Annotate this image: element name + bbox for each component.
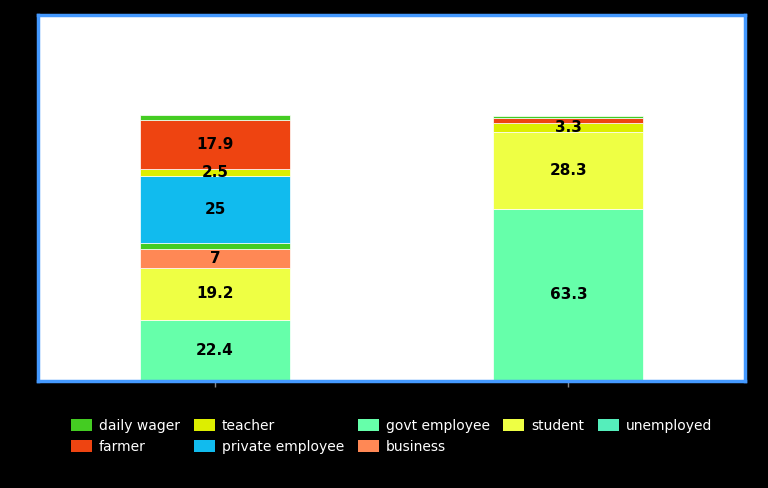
Text: 7: 7 xyxy=(210,251,220,266)
Bar xyxy=(493,209,644,381)
Bar xyxy=(140,115,290,121)
Bar xyxy=(140,169,290,176)
Bar xyxy=(140,268,290,320)
Text: 19.2: 19.2 xyxy=(197,286,233,302)
Bar xyxy=(493,119,644,123)
Bar xyxy=(140,249,290,268)
Bar xyxy=(140,244,290,249)
Text: 3.3: 3.3 xyxy=(555,121,581,135)
Bar xyxy=(140,176,290,244)
Bar xyxy=(140,320,290,381)
Bar xyxy=(493,123,644,132)
Text: 25: 25 xyxy=(204,202,226,217)
Text: 17.9: 17.9 xyxy=(197,137,233,152)
Text: 28.3: 28.3 xyxy=(550,163,587,178)
Legend: daily wager, farmer, teacher, private employee, govt employee, business, student: daily wager, farmer, teacher, private em… xyxy=(65,413,718,459)
Text: 2.5: 2.5 xyxy=(201,165,229,180)
Bar xyxy=(493,132,644,209)
Bar xyxy=(493,116,644,119)
Text: 22.4: 22.4 xyxy=(196,343,234,358)
Bar xyxy=(140,121,290,169)
Text: 63.3: 63.3 xyxy=(550,287,587,303)
